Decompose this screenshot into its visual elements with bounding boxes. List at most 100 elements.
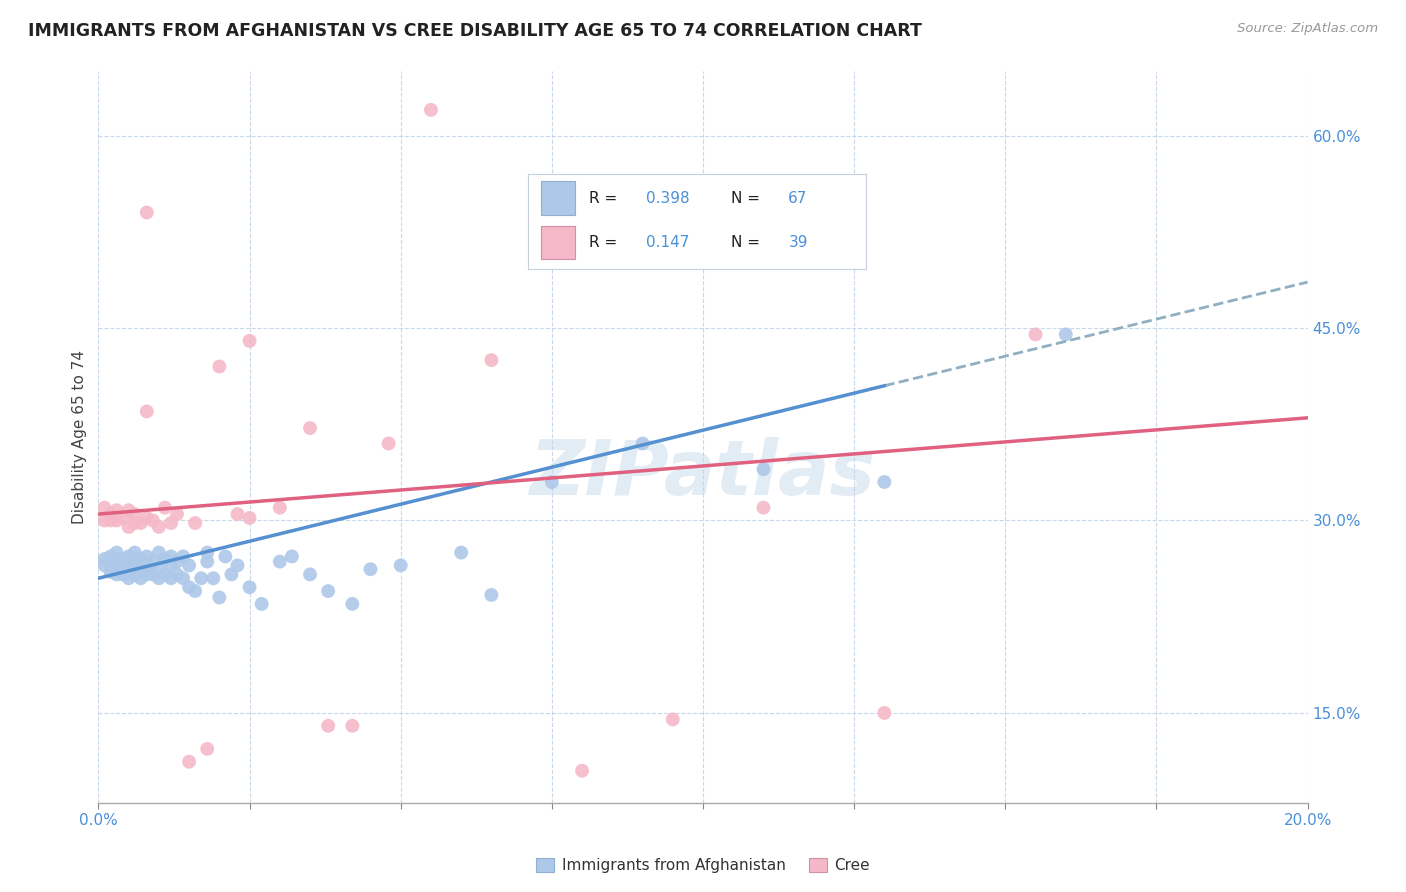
Point: [148, 520, 170, 534]
Point: [1054, 327, 1077, 342]
Point: [420, 103, 443, 117]
Point: [105, 503, 128, 517]
Point: [100, 507, 122, 521]
Point: [124, 567, 146, 582]
Point: [93, 552, 115, 566]
Point: [239, 511, 262, 525]
Point: [571, 764, 593, 778]
Point: [172, 571, 194, 585]
Point: [118, 549, 141, 564]
Point: [752, 500, 775, 515]
Point: [100, 514, 122, 528]
Point: [389, 558, 412, 573]
Point: [360, 562, 382, 576]
Point: [129, 516, 152, 530]
Point: [153, 567, 176, 582]
Point: [111, 552, 134, 566]
Point: [214, 549, 236, 564]
Point: [166, 507, 188, 521]
Point: [239, 580, 262, 594]
Point: [250, 597, 273, 611]
Point: [124, 555, 146, 569]
Point: [160, 571, 183, 585]
Point: [226, 558, 249, 573]
Point: [105, 552, 128, 566]
Point: [129, 571, 152, 585]
Point: [135, 567, 157, 582]
Point: [111, 558, 134, 573]
Point: [124, 545, 146, 559]
Point: [752, 462, 775, 476]
Text: IMMIGRANTS FROM AFGHANISTAN VS CREE DISABILITY AGE 65 TO 74 CORRELATION CHART: IMMIGRANTS FROM AFGHANISTAN VS CREE DISA…: [28, 22, 922, 40]
Point: [208, 359, 231, 374]
Point: [153, 552, 176, 566]
Point: [166, 567, 188, 582]
Point: [481, 353, 503, 368]
Point: [142, 514, 165, 528]
Point: [239, 334, 262, 348]
Point: [172, 549, 194, 564]
Point: [111, 511, 134, 525]
Point: [195, 545, 218, 559]
Point: [111, 567, 134, 582]
Point: [93, 500, 115, 515]
Point: [661, 712, 683, 726]
Point: [148, 571, 170, 585]
Point: [342, 719, 364, 733]
Point: [148, 562, 170, 576]
Point: [1024, 327, 1046, 342]
Point: [540, 475, 562, 489]
Point: [153, 500, 176, 515]
Point: [873, 706, 896, 720]
Point: [129, 562, 152, 576]
Point: [226, 507, 249, 521]
Y-axis label: Disability Age 65 to 74: Disability Age 65 to 74: [72, 350, 87, 524]
Point: [118, 503, 141, 517]
Point: [93, 558, 115, 573]
Point: [166, 555, 188, 569]
Point: [93, 514, 115, 528]
Point: [135, 549, 157, 564]
Point: [118, 555, 141, 569]
Point: [142, 555, 165, 569]
Point: [184, 516, 207, 530]
Point: [135, 404, 157, 418]
Point: [316, 584, 339, 599]
Point: [105, 567, 128, 582]
Text: Source: ZipAtlas.com: Source: ZipAtlas.com: [1237, 22, 1378, 36]
Point: [195, 742, 218, 756]
Point: [179, 558, 201, 573]
Point: [100, 565, 122, 579]
Point: [118, 520, 141, 534]
Point: [160, 558, 183, 573]
Point: [124, 507, 146, 521]
Point: [135, 511, 157, 525]
Point: [142, 567, 165, 582]
Point: [269, 500, 291, 515]
Point: [160, 516, 183, 530]
Point: [160, 549, 183, 564]
Legend: Immigrants from Afghanistan, Cree: Immigrants from Afghanistan, Cree: [530, 852, 876, 880]
Point: [195, 555, 218, 569]
Point: [100, 555, 122, 569]
Point: [316, 719, 339, 733]
Point: [450, 545, 472, 559]
Point: [124, 516, 146, 530]
Point: [124, 562, 146, 576]
Point: [873, 475, 896, 489]
Point: [148, 545, 170, 559]
Point: [179, 755, 201, 769]
Point: [269, 555, 291, 569]
Point: [135, 558, 157, 573]
Point: [105, 545, 128, 559]
Text: ZIPatlas: ZIPatlas: [530, 437, 876, 510]
Point: [202, 571, 225, 585]
Point: [342, 597, 364, 611]
Point: [179, 580, 201, 594]
Point: [208, 591, 231, 605]
Point: [118, 571, 141, 585]
Point: [184, 584, 207, 599]
Point: [190, 571, 212, 585]
Point: [281, 549, 304, 564]
Point: [377, 436, 399, 450]
